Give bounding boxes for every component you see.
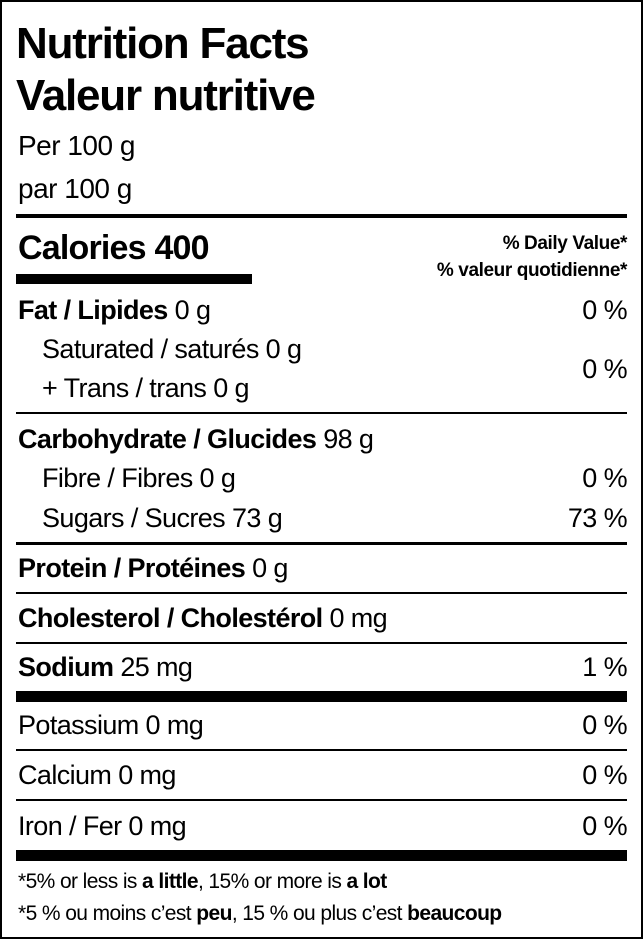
row-carbohydrate: Carbohydrate / Glucides 98 g	[18, 424, 374, 454]
serving-size-english: Per 100 g	[18, 130, 135, 161]
divider	[16, 214, 627, 218]
row-calcium: Calcium 0 mg 0 %	[18, 760, 628, 790]
footnote-english: *5% or less is a little, 15% or more is …	[18, 870, 387, 893]
divider	[16, 542, 627, 545]
saturated-trans-dv: 0 %	[582, 354, 627, 384]
thick-divider	[16, 850, 627, 861]
row-potassium: Potassium 0 mg 0 %	[18, 710, 628, 740]
row-protein: Protein / Protéines 0 g	[18, 553, 288, 583]
row-sugars: Sugars / Sucres 73 g 73 %	[42, 503, 628, 533]
divider	[16, 749, 627, 751]
divider	[16, 642, 627, 644]
divider	[16, 412, 627, 414]
row-sodium: Sodium 25 mg 1 %	[18, 652, 628, 682]
divider	[16, 799, 627, 801]
serving-size-french: par 100 g	[18, 173, 132, 204]
title-english: Nutrition Facts	[16, 19, 310, 68]
calories-bar	[16, 274, 252, 284]
row-trans: + Trans / trans 0 g	[42, 373, 250, 403]
thick-divider	[16, 691, 627, 702]
divider	[16, 592, 627, 594]
daily-value-header-english: % Daily Value*	[502, 233, 628, 254]
calories: Calories 400	[18, 229, 210, 267]
row-cholesterol: Cholesterol / Cholestérol 0 mg	[18, 603, 388, 633]
row-saturated: Saturated / saturés 0 g	[42, 334, 302, 364]
row-iron: Iron / Fer 0 mg 0 %	[18, 811, 628, 841]
row-fat: Fat / Lipides 0 g 0 %	[18, 295, 628, 325]
daily-value-header-french: % valeur quotidienne*	[436, 260, 627, 281]
footnote-french: *5 % ou moins c’est peu, 15 % ou plus c’…	[18, 902, 502, 925]
title-french: Valeur nutritive	[16, 71, 316, 120]
